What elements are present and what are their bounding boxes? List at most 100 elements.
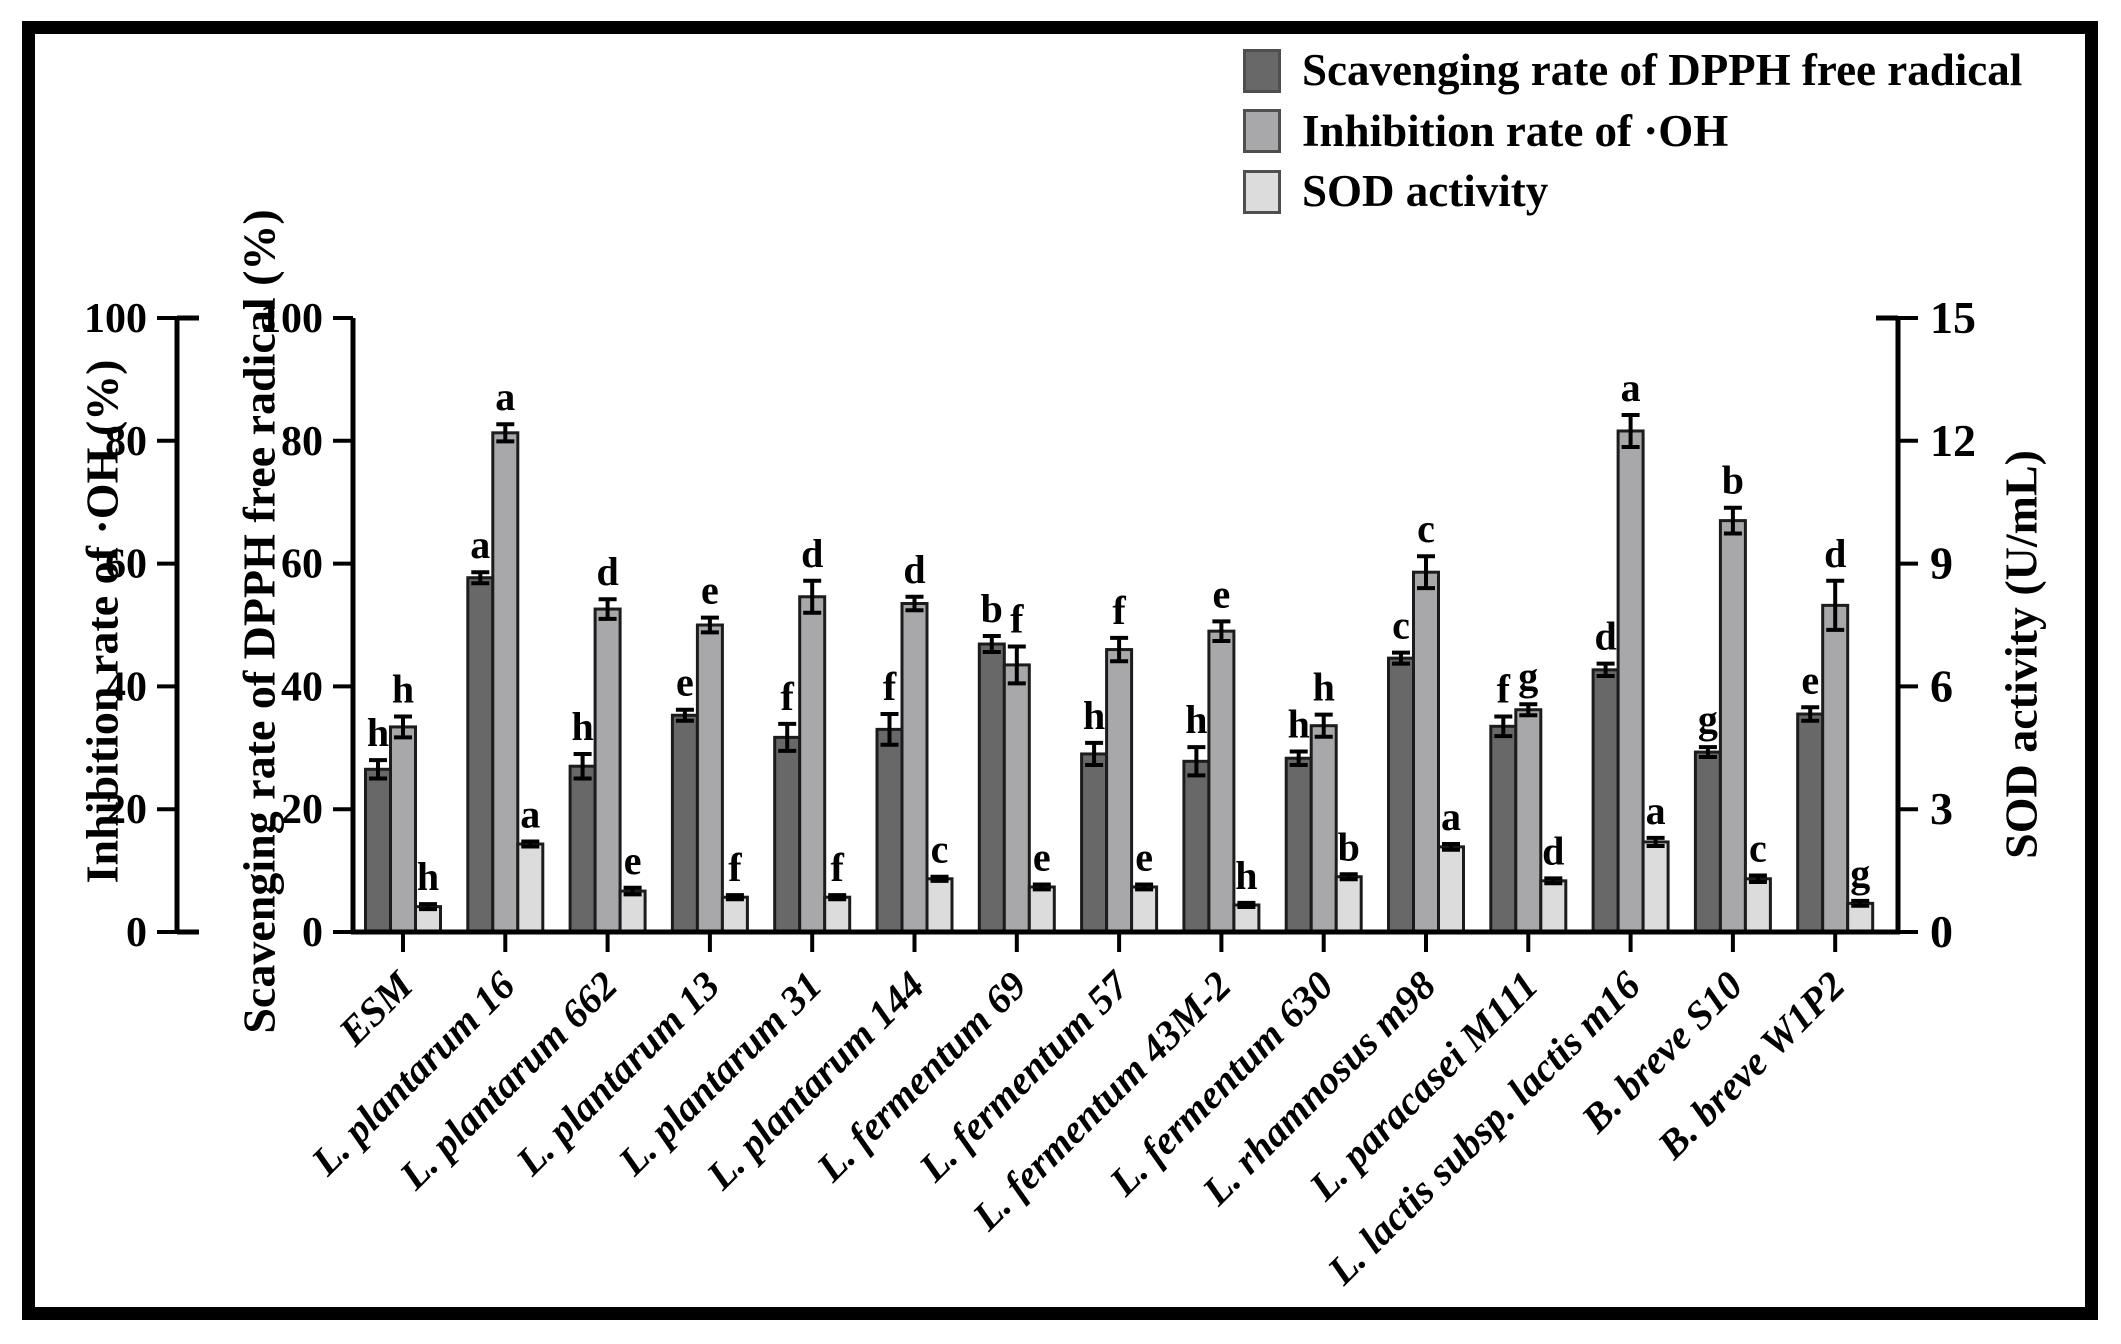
sig-letter: c bbox=[1392, 603, 1410, 648]
sig-letter: c bbox=[931, 827, 949, 872]
legend-swatch-dpph bbox=[1243, 48, 1281, 93]
sig-letter: f bbox=[831, 845, 845, 890]
bar bbox=[900, 602, 929, 934]
sig-letter: h bbox=[392, 666, 414, 711]
bar bbox=[1693, 750, 1722, 934]
bar bbox=[1080, 752, 1109, 934]
sig-letter: a bbox=[1621, 365, 1641, 410]
left-inner-tick-label: 0 bbox=[302, 910, 323, 956]
bar bbox=[466, 576, 495, 934]
legend-item-sod: SOD activity bbox=[1243, 166, 2022, 217]
sig-letter: d bbox=[903, 547, 925, 592]
sig-letter: e bbox=[1213, 571, 1231, 616]
sig-letter: e bbox=[676, 660, 694, 705]
left-outer-tick-label: 60 bbox=[105, 542, 147, 588]
bar bbox=[389, 725, 417, 934]
bar bbox=[1718, 519, 1747, 934]
legend-label-oh: Inhibition rate of ·OH bbox=[1302, 105, 1729, 156]
bar bbox=[1207, 629, 1236, 934]
bar bbox=[491, 431, 520, 934]
sig-letter: c bbox=[1749, 826, 1767, 871]
sig-letter: e bbox=[1135, 835, 1153, 880]
bar bbox=[1489, 724, 1518, 934]
bar bbox=[1002, 663, 1031, 934]
right-tick-label: 3 bbox=[1930, 783, 1953, 834]
legend-swatch-oh bbox=[1243, 109, 1281, 154]
bar bbox=[1437, 845, 1465, 934]
bar bbox=[1591, 668, 1620, 934]
left-inner-tick-label: 40 bbox=[281, 664, 323, 710]
sig-letter: b bbox=[981, 586, 1003, 631]
sig-letter: e bbox=[1801, 657, 1819, 702]
bar bbox=[1309, 724, 1338, 934]
bar bbox=[1412, 570, 1440, 934]
legend-label-dpph: Scavenging rate of DPPH free radical bbox=[1302, 45, 2023, 95]
sig-letter: f bbox=[1010, 596, 1024, 641]
bar bbox=[1232, 903, 1261, 934]
left-inner-axis-title: Scavenging rate of DPPH free radical (%) bbox=[233, 209, 285, 1034]
sig-letter: h bbox=[571, 704, 593, 749]
right-axis-title: SOD activity (U/mL) bbox=[1995, 450, 2047, 859]
left-inner-tick-label: 100 bbox=[260, 296, 323, 342]
bar bbox=[1821, 603, 1850, 934]
sig-letter: d bbox=[1542, 828, 1564, 873]
sig-letter: a bbox=[470, 522, 490, 567]
sig-letter: c bbox=[1417, 506, 1435, 551]
legend: Scavenging rate of DPPH free radical Inh… bbox=[1243, 45, 2023, 228]
sig-letter: h bbox=[417, 854, 439, 899]
sig-letter: a bbox=[520, 792, 540, 837]
sig-letter: h bbox=[1083, 693, 1105, 738]
bar bbox=[720, 895, 749, 934]
sig-letter: f bbox=[781, 674, 795, 719]
bar bbox=[1105, 648, 1134, 934]
left-outer-tick-label: 20 bbox=[105, 787, 147, 833]
right-tick-label: 15 bbox=[1930, 292, 1976, 343]
bar bbox=[1514, 708, 1543, 934]
bar bbox=[925, 877, 954, 934]
sig-letter: h bbox=[367, 710, 389, 755]
bar bbox=[875, 727, 904, 934]
bar bbox=[516, 842, 545, 934]
sig-letter: h bbox=[1313, 665, 1335, 710]
left-outer-tick-label: 40 bbox=[105, 664, 147, 710]
sig-letter: h bbox=[1288, 701, 1310, 746]
legend-item-dpph: Scavenging rate of DPPH free radical bbox=[1243, 45, 2023, 96]
bar bbox=[1182, 759, 1211, 934]
sig-letter: a bbox=[1646, 788, 1666, 833]
right-tick-label: 6 bbox=[1930, 660, 1953, 711]
legend-swatch-sod bbox=[1243, 169, 1281, 214]
right-tick-label: 0 bbox=[1930, 906, 1953, 957]
sig-letter: h bbox=[1235, 853, 1257, 898]
bar bbox=[1796, 712, 1825, 934]
bar bbox=[1027, 885, 1056, 934]
bar bbox=[773, 735, 802, 934]
sig-letter: e bbox=[624, 838, 642, 883]
bar bbox=[1284, 756, 1313, 934]
bar bbox=[1743, 877, 1772, 934]
bar bbox=[798, 595, 827, 934]
bar bbox=[670, 713, 699, 934]
sig-letter: f bbox=[1112, 588, 1126, 633]
sig-letter: b bbox=[1722, 458, 1744, 503]
sig-letter: a bbox=[1441, 794, 1461, 839]
sig-letter: g bbox=[1518, 654, 1538, 699]
bar bbox=[1539, 879, 1568, 934]
bar bbox=[1387, 656, 1415, 934]
legend-label-sod: SOD activity bbox=[1302, 166, 1549, 216]
bar bbox=[618, 889, 647, 934]
sig-letter: d bbox=[1824, 531, 1846, 576]
bar bbox=[1616, 429, 1645, 934]
bar bbox=[568, 764, 597, 934]
bar bbox=[823, 895, 852, 934]
x-tick-label: ESM bbox=[329, 962, 422, 1055]
bar bbox=[977, 642, 1006, 934]
left-outer-tick-label: 0 bbox=[126, 910, 147, 956]
left-outer-tick-label: 80 bbox=[105, 419, 147, 465]
sig-letter: g bbox=[1850, 851, 1870, 896]
bar bbox=[593, 607, 622, 934]
sig-letter: h bbox=[1185, 697, 1207, 742]
figure-border bbox=[22, 21, 2098, 1320]
bar bbox=[1334, 875, 1363, 934]
left-inner-tick-label: 20 bbox=[281, 787, 323, 833]
